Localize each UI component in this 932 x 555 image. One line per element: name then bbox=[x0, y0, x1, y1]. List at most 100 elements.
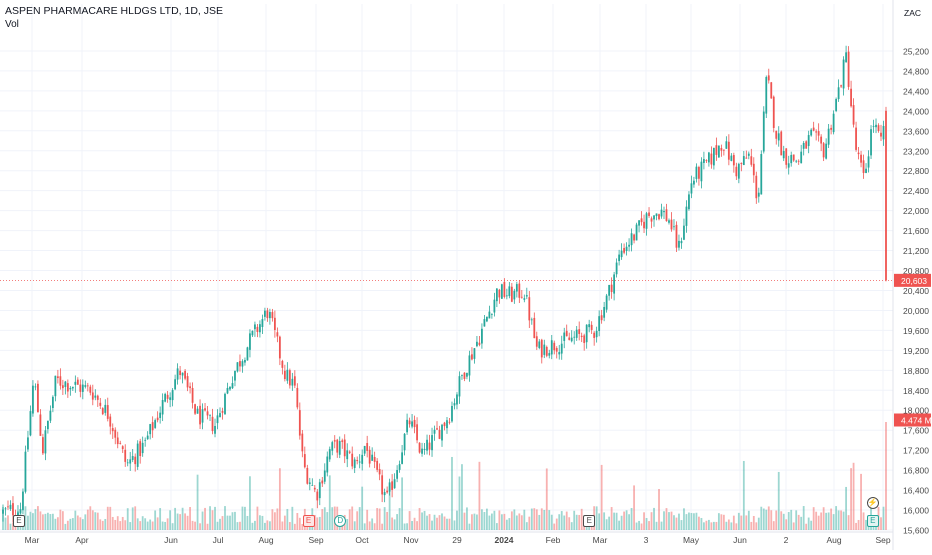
volume-bar bbox=[835, 506, 838, 530]
candle-body bbox=[271, 312, 274, 319]
candle-body bbox=[363, 445, 366, 454]
candle-body bbox=[525, 295, 528, 297]
candle-body bbox=[752, 163, 755, 176]
candle-body bbox=[817, 131, 820, 136]
earnings-marker[interactable]: E bbox=[302, 515, 315, 527]
x-tick-label: Mar bbox=[593, 535, 608, 545]
volume-bar bbox=[663, 511, 665, 530]
candle-body bbox=[268, 311, 271, 319]
volume-bar bbox=[852, 462, 855, 530]
volume-bar bbox=[660, 521, 663, 530]
candle-body bbox=[64, 381, 67, 387]
candle-body bbox=[520, 296, 523, 298]
candle-body bbox=[174, 379, 177, 390]
volume-bar bbox=[99, 519, 102, 530]
candle-body bbox=[880, 132, 882, 137]
candle-body bbox=[71, 386, 74, 389]
volume-bar bbox=[720, 514, 723, 530]
volume-bar bbox=[683, 508, 685, 530]
volume-bar bbox=[503, 513, 506, 530]
volume-bar bbox=[276, 508, 279, 530]
volume-bar bbox=[268, 521, 271, 530]
candle-body bbox=[226, 387, 229, 394]
candle-body bbox=[301, 433, 304, 452]
candle-body bbox=[81, 384, 84, 392]
candle-body bbox=[717, 145, 720, 158]
volume-bar bbox=[433, 514, 436, 530]
volume-bar bbox=[456, 510, 458, 530]
candle-body bbox=[144, 439, 147, 441]
volume-bar bbox=[231, 512, 234, 530]
candle-body bbox=[121, 446, 124, 450]
earnings-marker[interactable]: E bbox=[12, 515, 25, 527]
volume-bar bbox=[286, 508, 289, 530]
candle-body bbox=[443, 422, 446, 427]
candle-body bbox=[413, 419, 416, 428]
candle-body bbox=[688, 194, 690, 210]
candle-body bbox=[246, 347, 249, 361]
volume-bar bbox=[490, 513, 493, 530]
candle-body bbox=[573, 336, 576, 338]
candle-body bbox=[578, 329, 581, 334]
volume-bar bbox=[807, 517, 810, 530]
candle-body bbox=[56, 376, 59, 379]
volume-bar bbox=[141, 516, 144, 530]
volume-bar bbox=[186, 515, 189, 530]
volume-bar bbox=[206, 523, 209, 530]
volume-bar bbox=[618, 520, 621, 530]
candle-body bbox=[196, 408, 199, 414]
volume-bar bbox=[91, 510, 94, 530]
volume-bar bbox=[34, 509, 37, 530]
last-volume-badge bbox=[894, 413, 931, 427]
candle-body bbox=[416, 424, 418, 441]
y-tick-label: 19,200 bbox=[903, 346, 929, 356]
news-marker[interactable]: ⚡ bbox=[866, 497, 879, 509]
candle-body bbox=[451, 405, 453, 422]
volume-bar bbox=[812, 507, 815, 530]
candle-body bbox=[745, 157, 748, 159]
volume-bar bbox=[106, 506, 109, 530]
candle-body bbox=[765, 76, 768, 114]
volume-bar bbox=[466, 507, 468, 530]
earnings-marker[interactable]: E bbox=[583, 515, 596, 527]
candle-body bbox=[792, 154, 795, 161]
volume-bar bbox=[421, 512, 423, 530]
volume-bar bbox=[520, 515, 523, 530]
candle-body bbox=[668, 220, 670, 223]
volume-bar bbox=[655, 521, 658, 530]
volume-bar bbox=[882, 506, 885, 530]
volume-bar bbox=[782, 513, 785, 530]
y-tick-label: 25,200 bbox=[903, 46, 929, 56]
volume-bar bbox=[498, 510, 501, 530]
volume-bar bbox=[418, 507, 421, 530]
candle-body bbox=[206, 411, 209, 416]
volume-bar bbox=[668, 512, 670, 530]
dividend-marker[interactable]: D bbox=[334, 515, 347, 527]
volume-bar bbox=[451, 456, 453, 530]
candle-body bbox=[715, 145, 718, 155]
candle-body bbox=[19, 509, 22, 513]
candle-body bbox=[328, 449, 331, 460]
volume-bar bbox=[772, 521, 775, 530]
candle-body bbox=[476, 341, 478, 347]
candle-body bbox=[134, 456, 137, 465]
volume-bar bbox=[530, 508, 533, 530]
candle-body bbox=[261, 319, 264, 327]
candle-body bbox=[316, 491, 319, 501]
candle-body bbox=[827, 128, 830, 145]
candle-body bbox=[722, 149, 725, 151]
earnings-marker[interactable]: E bbox=[866, 515, 879, 527]
candle-body bbox=[807, 135, 810, 147]
candle-body bbox=[495, 288, 498, 302]
candle-body bbox=[877, 125, 880, 131]
volume-bar bbox=[124, 520, 127, 530]
y-tick-label: 20,400 bbox=[903, 286, 929, 296]
volume-bar bbox=[368, 521, 371, 530]
candle-body bbox=[588, 324, 591, 328]
candle-body bbox=[870, 129, 872, 156]
candle-body bbox=[727, 141, 730, 160]
volume-bar bbox=[428, 514, 431, 530]
volume-bar bbox=[476, 514, 478, 530]
